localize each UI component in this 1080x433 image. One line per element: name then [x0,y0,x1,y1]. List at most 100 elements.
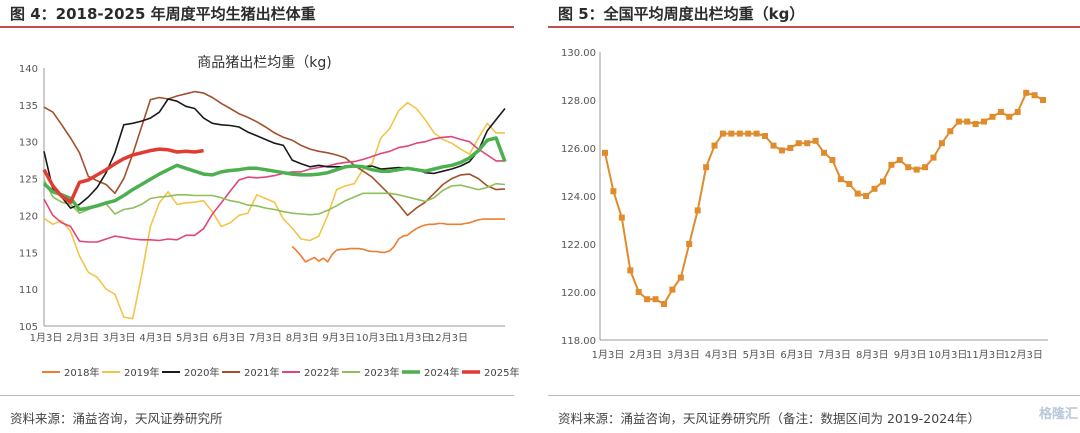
data-point-marker [703,164,710,171]
data-point-marker [955,118,962,125]
data-point-marker [787,145,794,151]
data-point-marker [837,176,844,183]
figure-5-title: 图 5：全国平均周度出栏均重（kg） [558,5,805,23]
left-figure-panel: 图 4：2018-2025 年周度平均生猪出栏体重 商品猪出栏均重（kg) 105… [0,0,530,433]
data-point-marker [930,154,937,161]
series-line-2019 [43,101,505,320]
data-point-marker [1040,97,1046,103]
x-tick-label: 6月3日 [780,349,813,361]
legend-label: 2024年 [424,366,459,379]
x-tick-label: 5月3日 [176,332,209,344]
x-tick-label: 12月3日 [429,332,468,344]
data-point-marker [913,166,920,173]
data-point-marker [905,164,912,171]
figure-4-title: 图 4：2018-2025 年周度平均生猪出栏体重 [10,5,316,23]
data-point-marker [610,188,617,195]
series-line-2023 [43,179,506,216]
data-point-marker [888,161,895,168]
x-tick-label: 2月3日 [66,332,99,344]
data-point-marker [661,301,667,307]
x-tick-label: 8月3日 [856,349,889,361]
data-point-marker [863,193,870,199]
series-line-2025 [42,147,204,204]
series-line-2022 [43,135,505,243]
series-line-2018 [291,218,505,263]
x-tick-label: 1月3日 [592,349,625,361]
data-point-marker [896,157,903,163]
data-point-marker [871,185,878,192]
data-point-marker [652,296,659,303]
data-point-marker [964,118,971,125]
source-rule [548,395,1080,396]
data-point-marker [795,140,802,147]
x-tick-label: 8月3日 [286,332,319,344]
legend-label: 2019年 [124,366,159,379]
data-point-marker [711,142,718,149]
y-tick-label: 124.00 [561,192,596,203]
x-tick-label: 5月3日 [743,349,776,361]
legend-label: 2020年 [184,366,219,379]
y-tick-label: 110 [19,285,38,296]
data-point-marker [938,140,945,147]
right-figure-panel: 图 5：全国平均周度出栏均重（kg） 118.00 120.00 122.00 124… [548,0,1080,433]
data-point-marker [1006,113,1013,120]
figure-4-source: 资料来源：涌益咨询，天风证券研究所 [10,411,223,426]
x-tick-label: 3月3日 [103,332,136,344]
data-point-marker [753,130,760,137]
y-tick-label: 115 [19,248,38,259]
x-tick-label: 3月3日 [667,349,700,361]
legend-label: 2023年 [364,366,399,379]
x-tick-label: 11月3日 [392,332,431,344]
data-point-marker [972,121,979,127]
y-tick-label: 105 [19,322,38,333]
data-point-marker [602,149,608,156]
x-tick-label: 9月3日 [322,332,355,344]
data-point-marker [812,137,819,144]
data-point-marker [821,149,827,156]
data-point-marker [997,109,1004,115]
title-rule [548,26,1080,28]
data-point-marker [854,190,861,197]
source-rule [0,395,514,396]
x-tick-label: 6月3日 [213,332,246,344]
y-tick-label: 135 [19,101,38,112]
x-tick-label: 4月3日 [705,349,738,361]
data-point-marker [1031,92,1038,99]
legend-label: 2018年 [64,366,99,379]
data-point-marker [745,130,752,137]
data-point-marker [846,181,853,187]
legend-label: 2021年 [244,366,279,379]
y-tick-label: 120 [19,211,38,222]
y-tick-label: 130.00 [561,48,596,59]
data-point-marker [981,118,987,125]
title-rule [0,26,514,28]
watermark-logo: 格隆汇 [1038,407,1078,422]
y-tick-label: 118.00 [561,336,596,347]
x-tick-label: 2月3日 [629,349,662,361]
data-point-marker [635,289,642,295]
x-tick-label: 4月3日 [139,332,172,344]
x-tick-label: 7月3日 [249,332,282,344]
data-point-marker [686,241,693,247]
data-point-marker [804,140,811,147]
y-tick-label: 125 [19,175,38,186]
figure-5-source: 资料来源：涌益咨询，天风证券研究所（备注：数据区间为 2019-2024年） [558,411,981,426]
x-tick-label: 1月3日 [30,332,63,344]
series-line-2024 [42,136,507,212]
data-point-marker [829,157,836,163]
data-point-marker [694,207,701,214]
data-point-marker [618,214,625,221]
x-tick-label: 7月3日 [818,349,851,361]
data-point-marker [1023,89,1030,96]
data-point-marker [989,113,996,120]
data-point-marker [1014,109,1021,115]
x-tick-label: 11月3日 [966,349,1005,361]
data-point-marker [762,133,768,139]
national-avg-weight-chart: 118.00 120.00 122.00 124.00 126.00 128.00 130.… [561,48,1048,361]
data-point-marker [922,164,929,171]
x-tick-label: 9月3日 [894,349,927,361]
x-tick-label: 10月3日 [356,332,395,344]
y-tick-label: 126.00 [561,144,596,155]
series-line-2020 [43,98,506,209]
